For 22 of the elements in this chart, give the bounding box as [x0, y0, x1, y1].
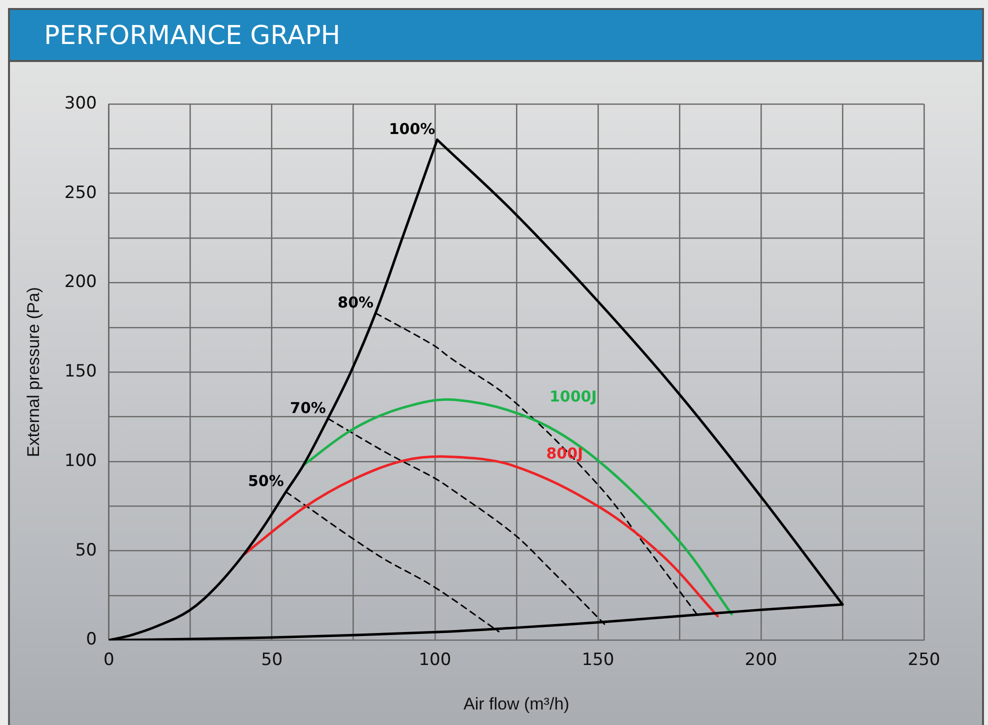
x-tick-label: 0	[103, 650, 114, 670]
x-tick-label: 150	[582, 650, 614, 670]
x-tick-label: 100	[418, 650, 452, 670]
annotation: 100%	[388, 120, 436, 138]
annotation: 80%	[338, 294, 374, 312]
y-tick-label: 50	[75, 540, 97, 560]
annotation: 50%	[248, 472, 284, 490]
y-tick-label: 250	[64, 182, 97, 203]
chart-title: PERFORMANCE GRAPH	[10, 10, 982, 62]
annotation: 70%	[290, 398, 326, 417]
x-tick-label: 50	[261, 650, 283, 670]
x-tick-label: 200	[744, 650, 778, 670]
x-axis-title: Air flow (m³/h)	[464, 694, 570, 714]
y-tick-label: 0	[86, 630, 97, 650]
series-label: 800J	[546, 444, 584, 463]
y-tick-label: 300	[64, 93, 97, 114]
series-label: 1000J	[549, 388, 597, 406]
y-tick-label: 100	[64, 450, 97, 471]
x-tick-label: 250	[908, 650, 940, 670]
y-axis-title: External pressure (Pa)	[24, 287, 43, 458]
y-tick-label: 150	[64, 362, 97, 382]
y-tick-label: 200	[64, 272, 97, 292]
